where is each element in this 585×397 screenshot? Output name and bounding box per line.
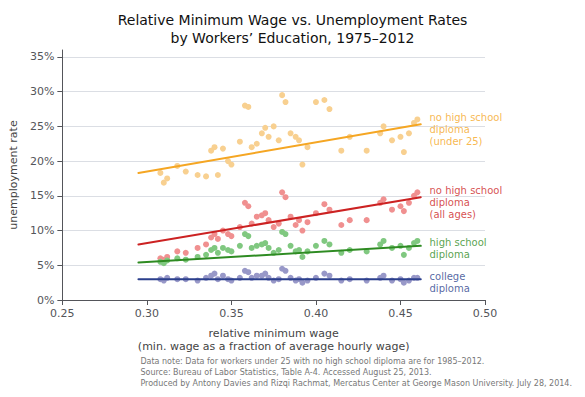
svg-text:(min. wage as a fraction of av: (min. wage as a fraction of average hour… <box>138 340 410 353</box>
svg-text:diploma: diploma <box>430 124 470 135</box>
svg-text:high school: high school <box>430 237 487 248</box>
svg-text:no high school: no high school <box>430 185 503 196</box>
svg-text:0.35: 0.35 <box>219 307 244 320</box>
svg-text:5%: 5% <box>37 259 54 272</box>
svg-text:Source: Bureau of Labor Statis: Source: Bureau of Labor Statistics, Tabl… <box>140 368 431 377</box>
svg-text:diploma: diploma <box>430 197 470 208</box>
svg-text:0.45: 0.45 <box>388 307 413 320</box>
svg-text:0.30: 0.30 <box>135 307 160 320</box>
svg-text:Relative Minimum Wage vs. Unem: Relative Minimum Wage vs. Unemployment R… <box>118 12 468 28</box>
svg-text:0.40: 0.40 <box>304 307 329 320</box>
svg-text:college: college <box>430 271 466 282</box>
svg-text:0.50: 0.50 <box>473 307 498 320</box>
svg-text:(all ages): (all ages) <box>430 209 477 220</box>
svg-text:(under 25): (under 25) <box>430 136 483 147</box>
svg-text:25%: 25% <box>30 120 54 133</box>
svg-text:30%: 30% <box>30 85 54 98</box>
svg-text:relative minimum wage: relative minimum wage <box>209 327 339 340</box>
svg-text:Data note: Data for workers un: Data note: Data for workers under 25 wit… <box>140 357 484 366</box>
svg-text:20%: 20% <box>30 155 54 168</box>
svg-text:unemployment rate: unemployment rate <box>7 120 20 230</box>
svg-text:0.25: 0.25 <box>50 307 74 320</box>
svg-text:15%: 15% <box>30 189 54 202</box>
svg-text:no high school: no high school <box>430 112 503 123</box>
svg-text:diploma: diploma <box>430 249 470 260</box>
svg-text:10%: 10% <box>30 224 54 237</box>
svg-text:by Workers’ Education, 1975–20: by Workers’ Education, 1975–2012 <box>171 30 415 46</box>
svg-text:diploma: diploma <box>430 283 470 294</box>
svg-text:Produced by Antony Davies and: Produced by Antony Davies and Rizqi Rach… <box>140 379 572 388</box>
svg-text:35%: 35% <box>30 50 54 63</box>
svg-text:0%: 0% <box>37 294 54 307</box>
